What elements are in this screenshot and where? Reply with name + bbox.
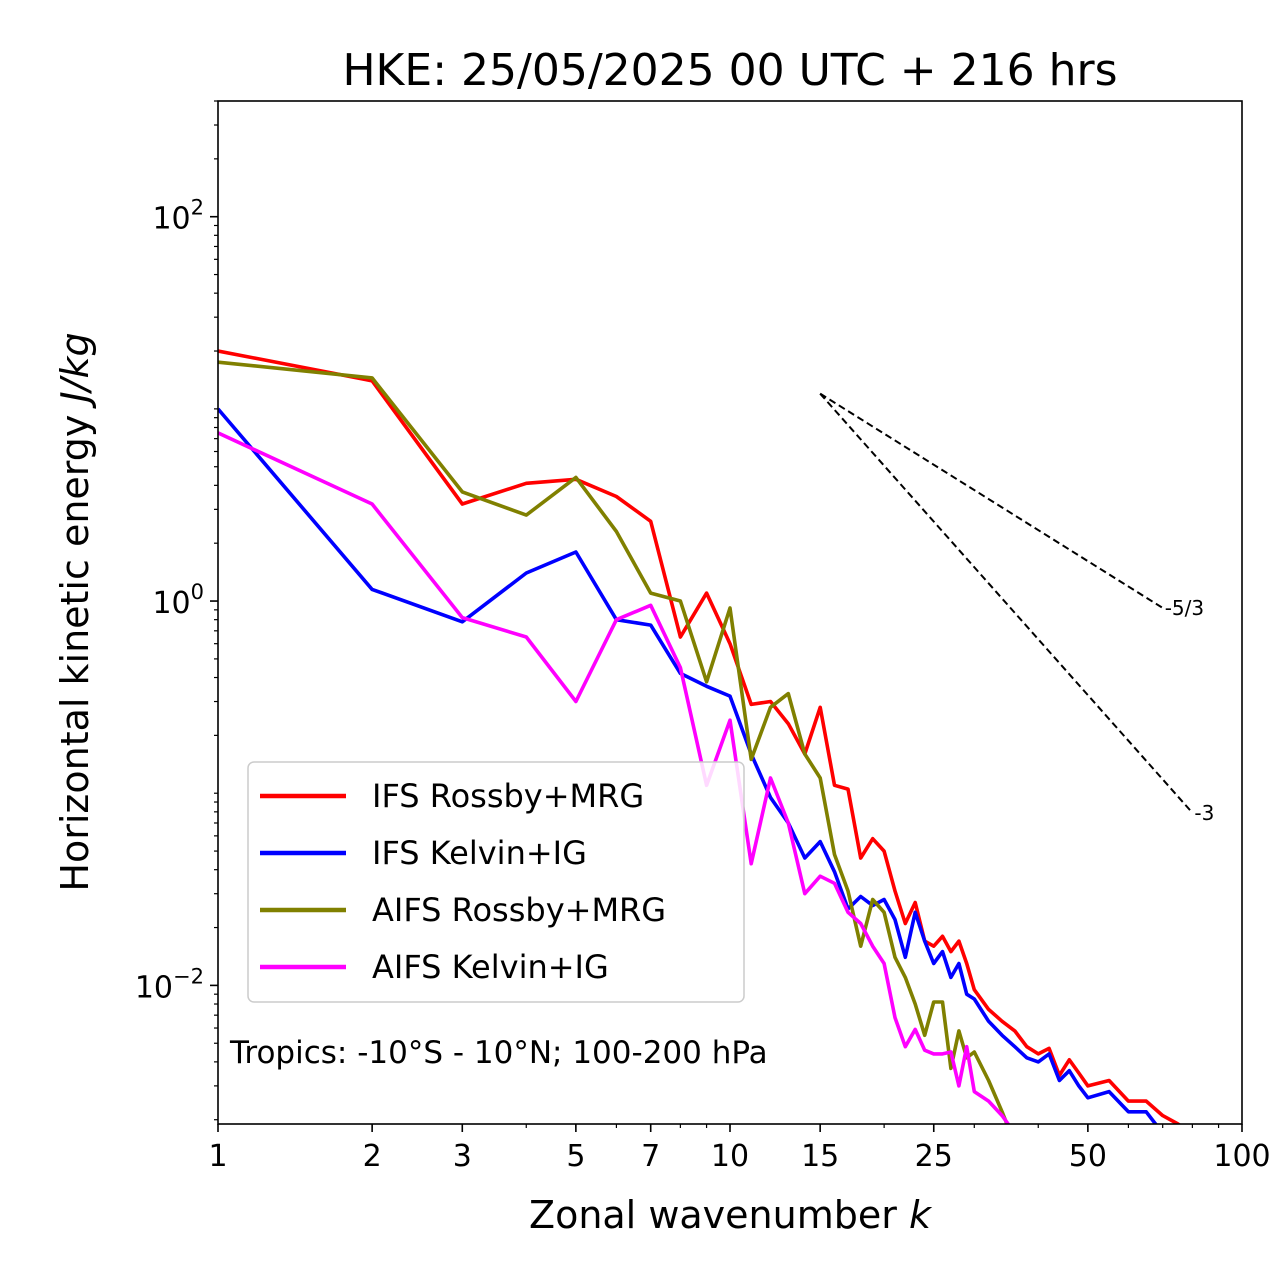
y-axis: 10−2 100 102 bbox=[135, 100, 218, 1121]
legend-box bbox=[247, 761, 745, 1003]
legend-label-1: IFS Rossby+MRG bbox=[372, 777, 644, 815]
reference-lines: -5/3 -3 bbox=[819, 392, 1214, 825]
series-line-2 bbox=[218, 407, 1158, 1124]
chart-title: HKE: 25/05/2025 00 UTC + 216 hrs bbox=[342, 45, 1117, 96]
x-tick-label: 50 bbox=[1069, 1139, 1107, 1174]
y-axis-title: Horizontal kinetic energy J/kg bbox=[53, 332, 97, 891]
y-axis-label: Horizontal kinetic energy bbox=[53, 415, 97, 892]
x-tick-label: 25 bbox=[915, 1139, 953, 1174]
x-tick-label: 2 bbox=[363, 1139, 382, 1174]
x-tick-label: 10 bbox=[711, 1139, 749, 1174]
series-lines bbox=[218, 349, 1182, 1124]
reference-line-2 bbox=[819, 392, 1194, 814]
reference-line-label-1: -5/3 bbox=[1165, 596, 1204, 620]
y-axis-units: J/kg bbox=[53, 332, 97, 409]
legend-label-4: AIFS Kelvin+IG bbox=[372, 948, 609, 986]
x-axis-symbol: k bbox=[909, 1193, 933, 1237]
series-line-3 bbox=[218, 360, 1009, 1124]
x-tick-label: 7 bbox=[641, 1139, 660, 1174]
legend-label-2: IFS Kelvin+IG bbox=[372, 834, 587, 872]
x-tick-label: 3 bbox=[453, 1139, 472, 1174]
y-tick-label: 102 bbox=[152, 196, 204, 237]
x-tick-label: 100 bbox=[1213, 1139, 1270, 1174]
reference-line-label-2: -3 bbox=[1194, 801, 1214, 825]
x-axis-label: Zonal wavenumber bbox=[529, 1193, 897, 1237]
x-axis-title: Zonal wavenumber k bbox=[529, 1193, 933, 1237]
series-line-4 bbox=[218, 431, 1011, 1124]
legend-label-3: AIFS Rossby+MRG bbox=[372, 891, 666, 929]
y-tick-label: 10−2 bbox=[135, 964, 204, 1005]
y-tick-label: 100 bbox=[152, 580, 204, 621]
series-line-1 bbox=[218, 349, 1182, 1124]
x-tick-label: 5 bbox=[566, 1139, 585, 1174]
x-tick-label: 1 bbox=[208, 1139, 227, 1174]
legend: IFS Rossby+MRG IFS Kelvin+IG AIFS Rossby+M… bbox=[247, 761, 745, 1003]
x-tick-label: 15 bbox=[801, 1139, 839, 1174]
reference-line-1 bbox=[819, 392, 1164, 609]
x-axis: 1 2 3 5 7 10 15 25 50 100 bbox=[208, 1124, 1271, 1174]
region-annotation: Tropics: -10°S - 10°N; 100-200 hPa bbox=[229, 1035, 768, 1071]
